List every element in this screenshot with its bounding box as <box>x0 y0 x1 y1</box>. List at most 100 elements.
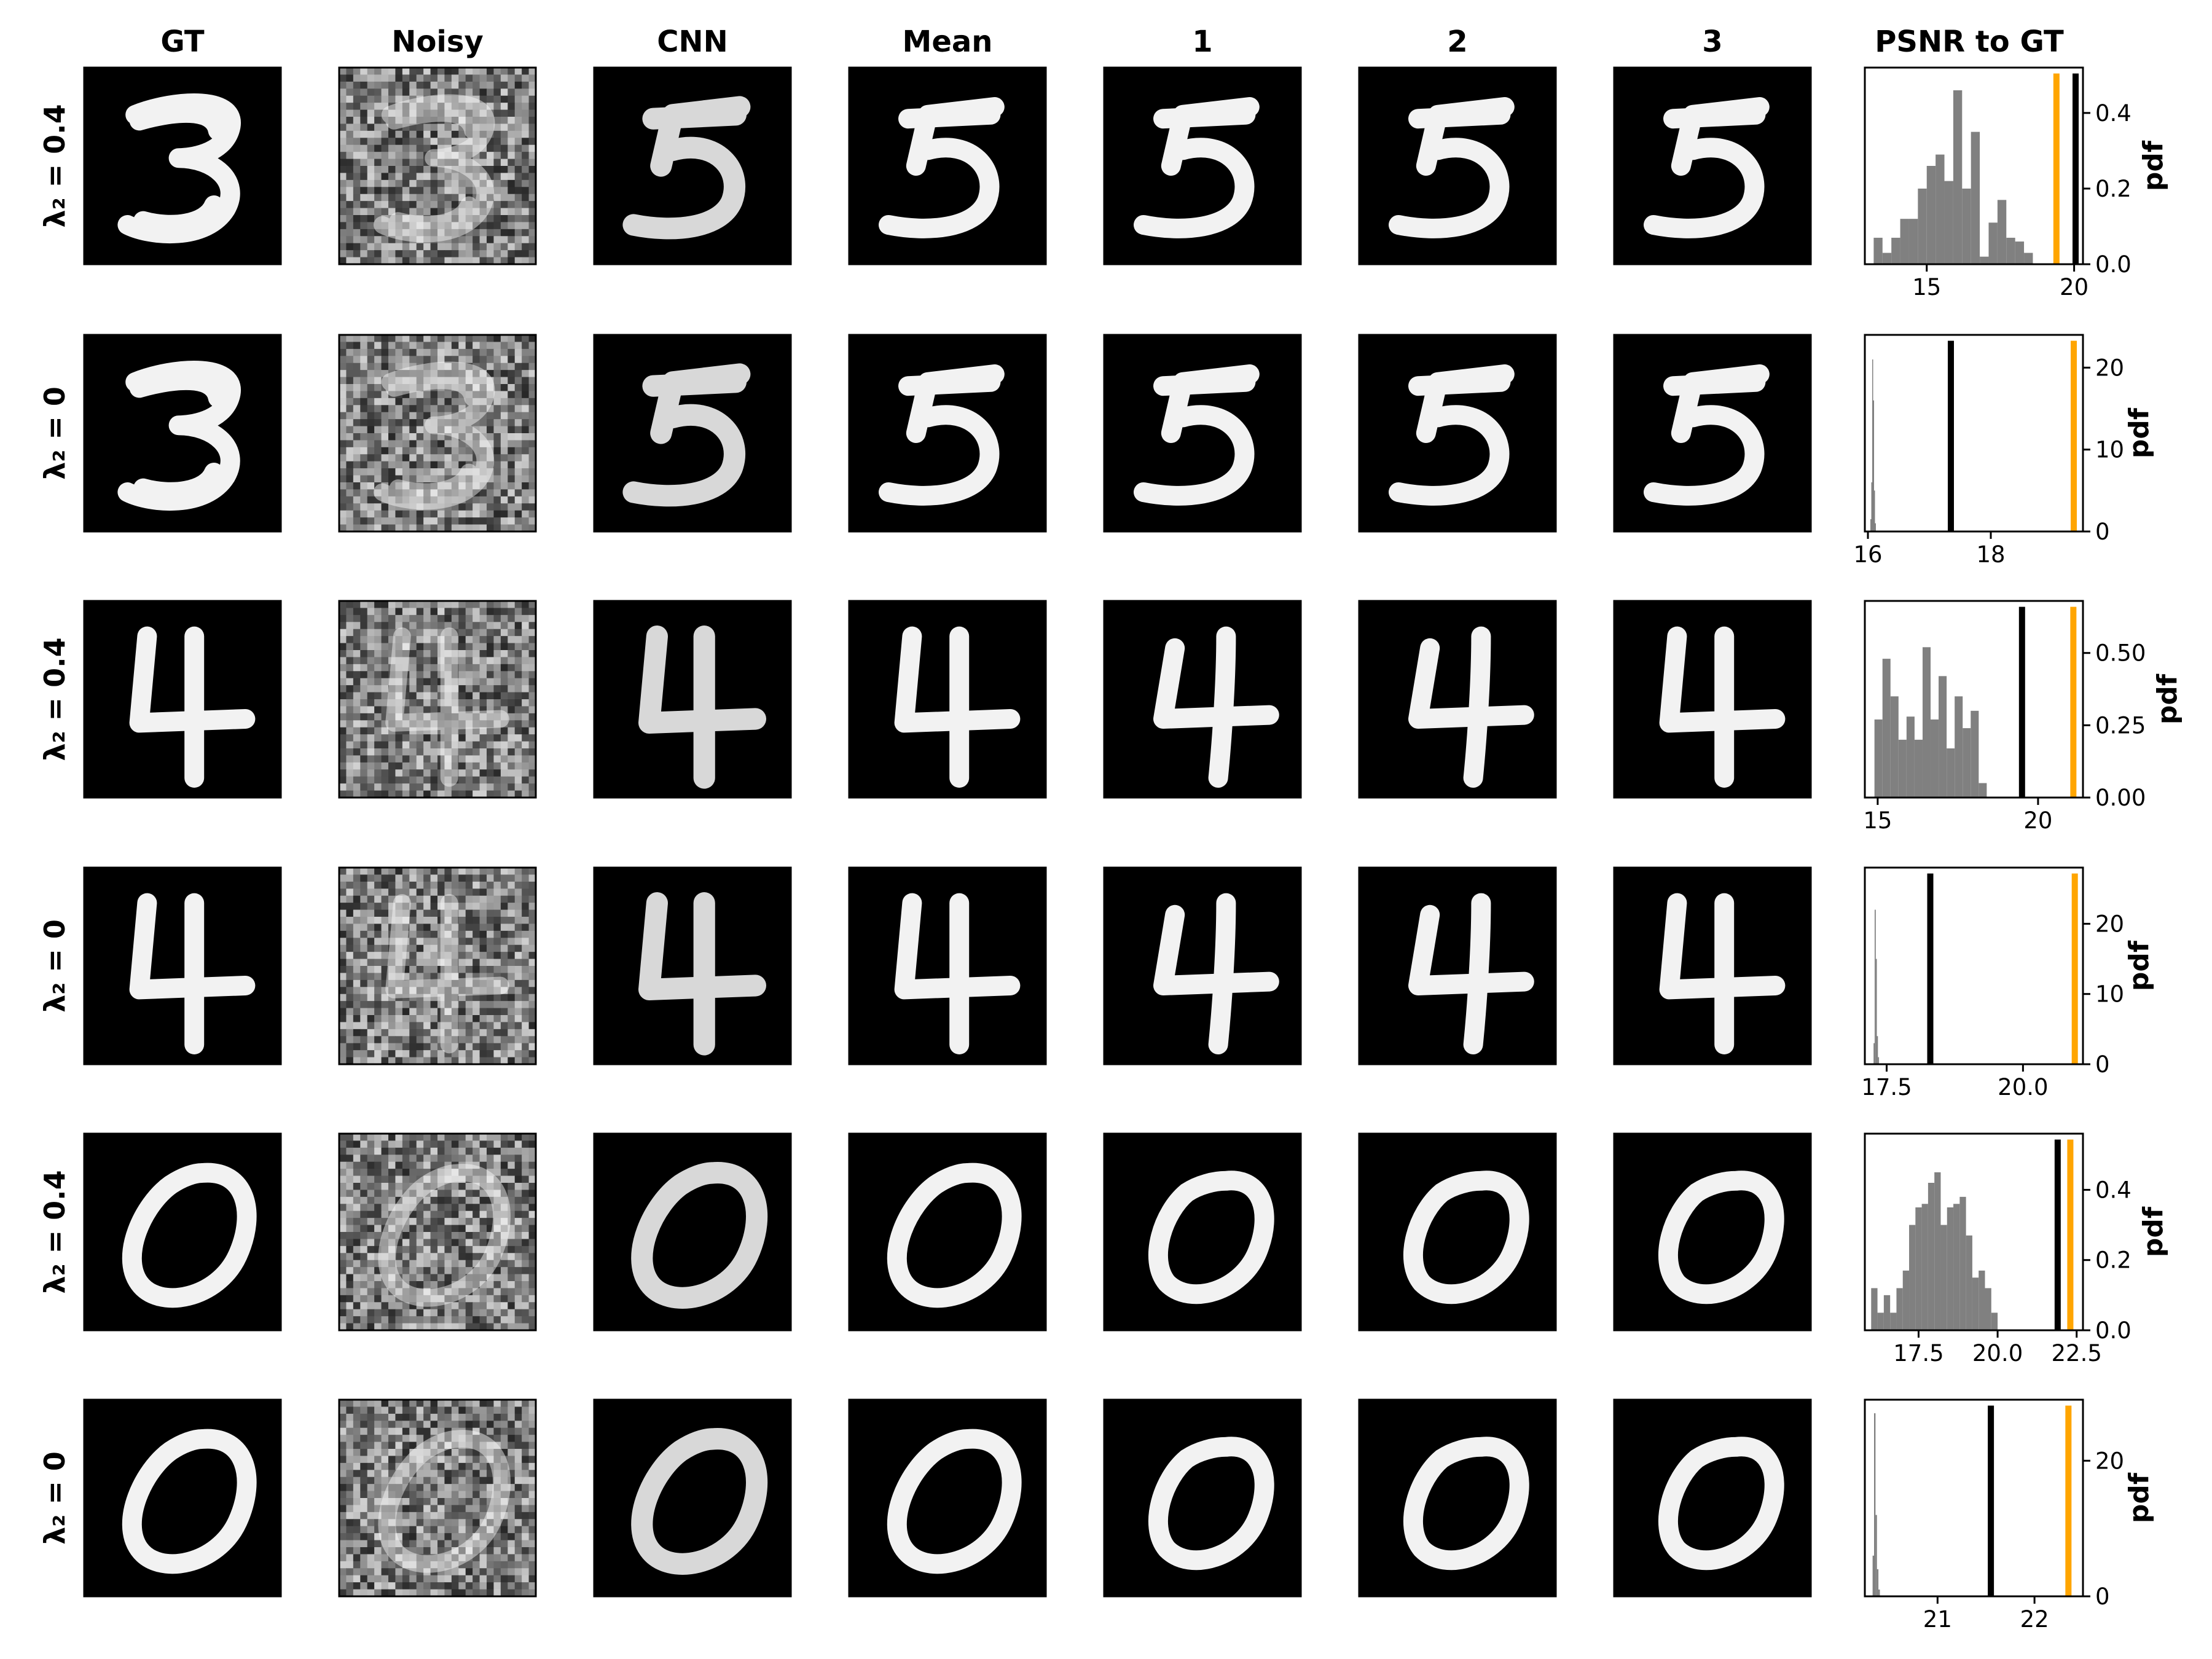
x-tick-label: 15 <box>1912 274 1941 300</box>
x-tick-label: 17.5 <box>1893 1340 1943 1367</box>
histogram-bar <box>2006 237 2015 264</box>
image-panel <box>848 66 1047 265</box>
histogram-bar <box>1959 1196 1966 1330</box>
black-reference-line <box>1948 340 1954 531</box>
y-tick-label: 0 <box>2095 1051 2110 1078</box>
image-panel <box>1358 1132 1557 1332</box>
x-tick-label: 17.5 <box>1861 1074 1912 1100</box>
histogram-bar <box>1991 1312 1998 1330</box>
image-panel <box>83 1132 282 1332</box>
pdf-axis-label: pdf <box>2124 407 2155 458</box>
y-tick-label: 20 <box>2095 355 2124 381</box>
histogram-bar <box>1890 1312 1897 1330</box>
histogram-bar <box>1871 482 1872 531</box>
image-panel <box>848 1132 1047 1332</box>
column-title: GT <box>160 25 205 59</box>
histogram-bar <box>1873 1413 1876 1596</box>
x-tick-label: 18 <box>1976 541 2005 568</box>
image-panel <box>848 866 1047 1065</box>
image-panel <box>338 600 537 799</box>
y-tick-label: 0.2 <box>2095 176 2132 202</box>
histogram-bar <box>1939 676 1947 798</box>
histogram-bar <box>1947 748 1955 798</box>
image-panel <box>593 334 792 533</box>
histogram-bar <box>1962 188 1971 264</box>
y-tick-label: 0.2 <box>2095 1247 2132 1274</box>
histogram-bar <box>1980 256 1989 264</box>
row-label: λ₂ = 0.4 <box>38 1170 71 1293</box>
image-panel <box>848 600 1047 799</box>
y-tick-label: 20 <box>2095 1448 2124 1474</box>
pdf-axis-label: pdf <box>2152 673 2183 724</box>
y-tick-label: 0 <box>2095 519 2110 545</box>
image-panel <box>1358 600 1557 799</box>
x-tick-label: 20 <box>2023 807 2052 834</box>
histogram-bar <box>1908 219 1918 264</box>
histogram-axes <box>1864 866 2084 1065</box>
histogram-bar <box>1877 1312 1884 1330</box>
histogram-bar <box>1873 1043 1875 1064</box>
image-panel <box>1358 866 1557 1065</box>
pdf-axis-label: pdf <box>2124 1472 2155 1523</box>
orange-reference-line <box>2053 73 2060 264</box>
image-panel <box>1613 334 1812 533</box>
row-label: λ₂ = 0.4 <box>38 637 71 761</box>
image-panel <box>83 1398 282 1598</box>
histogram-bar <box>1953 90 1963 264</box>
image-panel <box>1103 1398 1302 1598</box>
row-label: λ₂ = 0 <box>38 386 71 480</box>
image-panel <box>593 66 792 265</box>
histogram-bar <box>2024 253 2033 264</box>
image-panel <box>338 66 537 265</box>
orange-reference-line <box>2071 340 2077 531</box>
histogram-bar <box>1971 131 1980 264</box>
x-tick-label: 20.0 <box>1972 1340 2023 1367</box>
image-panel <box>83 66 282 265</box>
histogram-bar <box>1877 1569 1879 1596</box>
histogram-bar <box>1926 166 1936 264</box>
histogram-bar <box>1972 1277 1979 1330</box>
histogram-bar <box>1878 1589 1880 1596</box>
x-tick-label: 22 <box>2020 1606 2049 1633</box>
black-reference-line <box>2018 606 2025 798</box>
histogram-bar <box>1940 1225 1947 1330</box>
histogram-bar <box>1870 519 1872 531</box>
histogram-axes <box>1864 1398 2084 1598</box>
histogram-bar <box>1928 1183 1935 1330</box>
histogram-bar <box>1873 400 1874 531</box>
histogram-bar <box>1874 490 1875 531</box>
image-panel <box>1103 1132 1302 1332</box>
image-panel <box>1103 866 1302 1065</box>
black-reference-line <box>2054 1139 2061 1330</box>
row-labels: λ₂ = 0.4 λ₂ = 0 λ₂ = 0.4 λ₂ = 0 λ₂ = 0.4 λ₂ =… <box>38 104 71 1545</box>
histogram-bar <box>1953 1204 1960 1330</box>
orange-reference-line <box>2070 606 2077 798</box>
histogram-bar <box>1875 959 1877 1064</box>
histogram-bar <box>1873 237 1883 264</box>
y-tick-label: 0.0 <box>2095 251 2132 278</box>
image-panel <box>1358 1398 1557 1598</box>
histogram-bar <box>1898 739 1907 798</box>
column-title: CNN <box>657 25 728 59</box>
histogram-bar <box>1931 719 1939 798</box>
image-panel <box>83 334 282 533</box>
image-panel <box>593 866 792 1065</box>
image-panel <box>848 1398 1047 1598</box>
histogram-axes <box>1864 334 2084 533</box>
x-tick-label: 21 <box>1923 1606 1952 1633</box>
histogram-bar <box>1971 710 1979 798</box>
image-panel <box>1613 1398 1812 1598</box>
histogram-bar <box>1902 1270 1910 1330</box>
y-tick-label: 0.00 <box>2095 785 2146 811</box>
image-panel <box>593 600 792 799</box>
image-panel <box>83 600 282 799</box>
histogram-bar <box>1874 719 1883 798</box>
image-panel <box>338 1132 537 1332</box>
image-panel <box>1103 66 1302 265</box>
